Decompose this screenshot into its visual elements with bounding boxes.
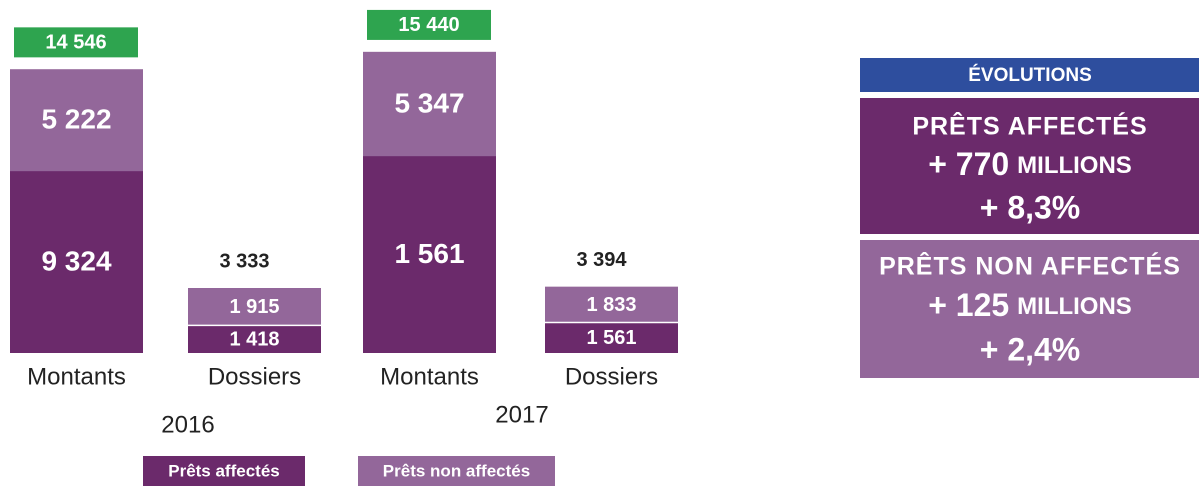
x-tick-label: Dossiers — [208, 363, 301, 390]
bar-segment — [545, 286, 678, 323]
total-label: 3 333 — [219, 250, 269, 272]
total-label: 14 546 — [45, 32, 106, 54]
total-label: 3 394 — [576, 249, 627, 271]
value-label: 1 833 — [586, 294, 636, 316]
value-label: 1 915 — [229, 296, 279, 318]
total-box — [14, 27, 138, 58]
value-label: 1 418 — [229, 328, 279, 350]
bar-segment — [188, 288, 321, 326]
bar-segment — [10, 69, 143, 172]
value-label: 5 222 — [41, 104, 111, 135]
evolutions-title: ÉVOLUTIONS — [968, 64, 1092, 86]
group-label: 2017 — [495, 401, 548, 428]
evolution-amount: + 770 MILLIONS — [928, 146, 1132, 182]
amount: + 770 — [928, 146, 1009, 182]
x-tick-label: Dossiers — [565, 363, 658, 390]
total-box — [367, 9, 491, 40]
group-label: 2016 — [161, 411, 214, 438]
amount: + 125 — [928, 287, 1009, 323]
legend-swatch — [358, 456, 555, 486]
value-label: 1 561 — [586, 327, 636, 349]
x-tick-label: Montants — [380, 363, 479, 390]
total-label: 15 440 — [398, 14, 459, 36]
evolution-box — [860, 98, 1199, 234]
legend-label: Prêts non affectés — [383, 461, 530, 480]
evolution-pct: + 8,3% — [980, 189, 1081, 225]
x-tick-label: Montants — [27, 363, 126, 390]
bar-segment — [363, 51, 496, 157]
legend-swatch — [143, 456, 305, 486]
evolution-label: PRÊTS NON AFFECTÉS — [879, 251, 1181, 281]
evolution-box — [860, 240, 1199, 378]
evolutions-header — [860, 58, 1199, 92]
value-label: 1 561 — [394, 238, 464, 269]
legend-label: Prêts affectés — [168, 461, 280, 480]
unit: MILLIONS — [1017, 293, 1132, 320]
evolution-pct: + 2,4% — [980, 331, 1081, 367]
evolution-amount: + 125 MILLIONS — [928, 287, 1132, 323]
evolution-label: PRÊTS AFFECTÉS — [912, 111, 1147, 141]
value-label: 5 347 — [394, 87, 464, 118]
unit: MILLIONS — [1017, 152, 1132, 179]
value-label: 9 324 — [41, 245, 111, 276]
